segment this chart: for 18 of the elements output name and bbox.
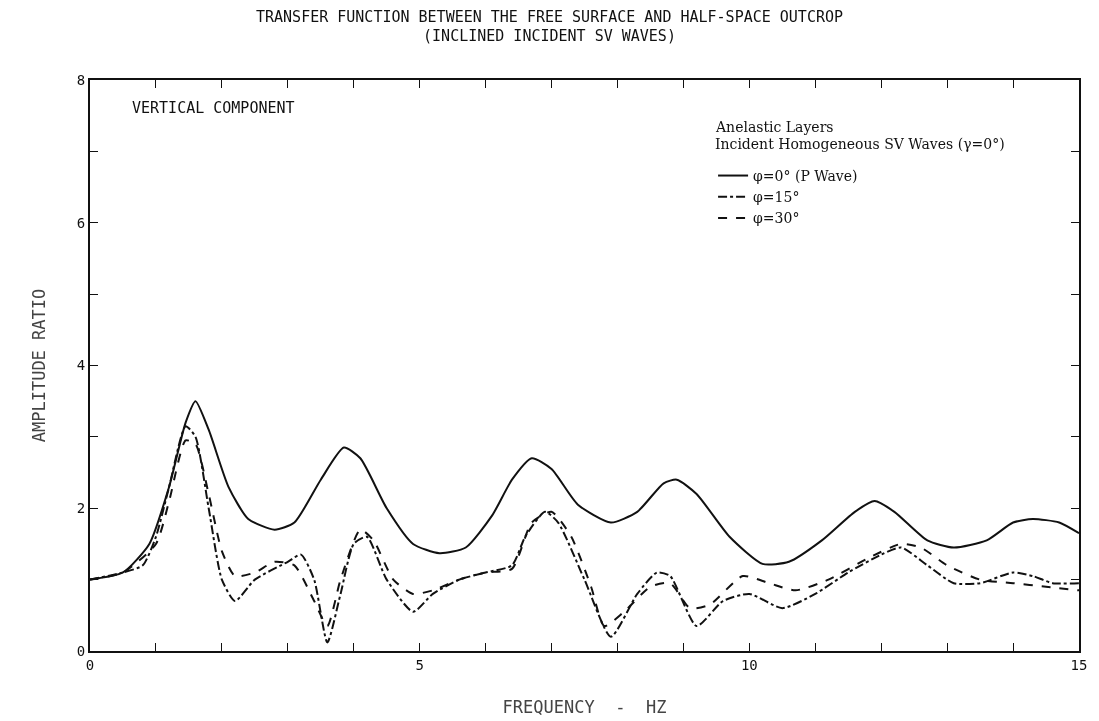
chart-title: TRANSFER FUNCTION BETWEEN THE FREE SURFACE AND HALF-SPACE OUTCROP	[256, 7, 843, 26]
annotation: Anelastic Layers	[715, 119, 834, 135]
x-axis-title: FREQUENCY - HZ	[502, 697, 667, 717]
y-tick-label: 8	[76, 71, 86, 88]
y-tick-label: 6	[76, 214, 86, 231]
x-tick-label: 5	[415, 656, 424, 673]
legend-label: φ=15°	[753, 189, 800, 206]
legend-label: φ=0° (P Wave)	[753, 168, 858, 184]
y-tick-label: 2	[76, 500, 86, 517]
y-axis-title: AMPLITUDE RATIO	[29, 288, 49, 443]
annotation: Incident Homogeneous SV Waves (γ=0°)	[715, 136, 1005, 152]
x-tick-label: 15	[1070, 656, 1088, 673]
annotation: VERTICAL COMPONENT	[132, 99, 295, 117]
chart-subtitle: (INCLINED INCIDENT SV WAVES)	[423, 27, 676, 46]
y-tick-label: 0	[76, 642, 86, 659]
y-tick-label: 4	[76, 357, 86, 374]
legend-label: φ=30°	[753, 210, 800, 227]
x-tick-label: 10	[740, 656, 758, 673]
